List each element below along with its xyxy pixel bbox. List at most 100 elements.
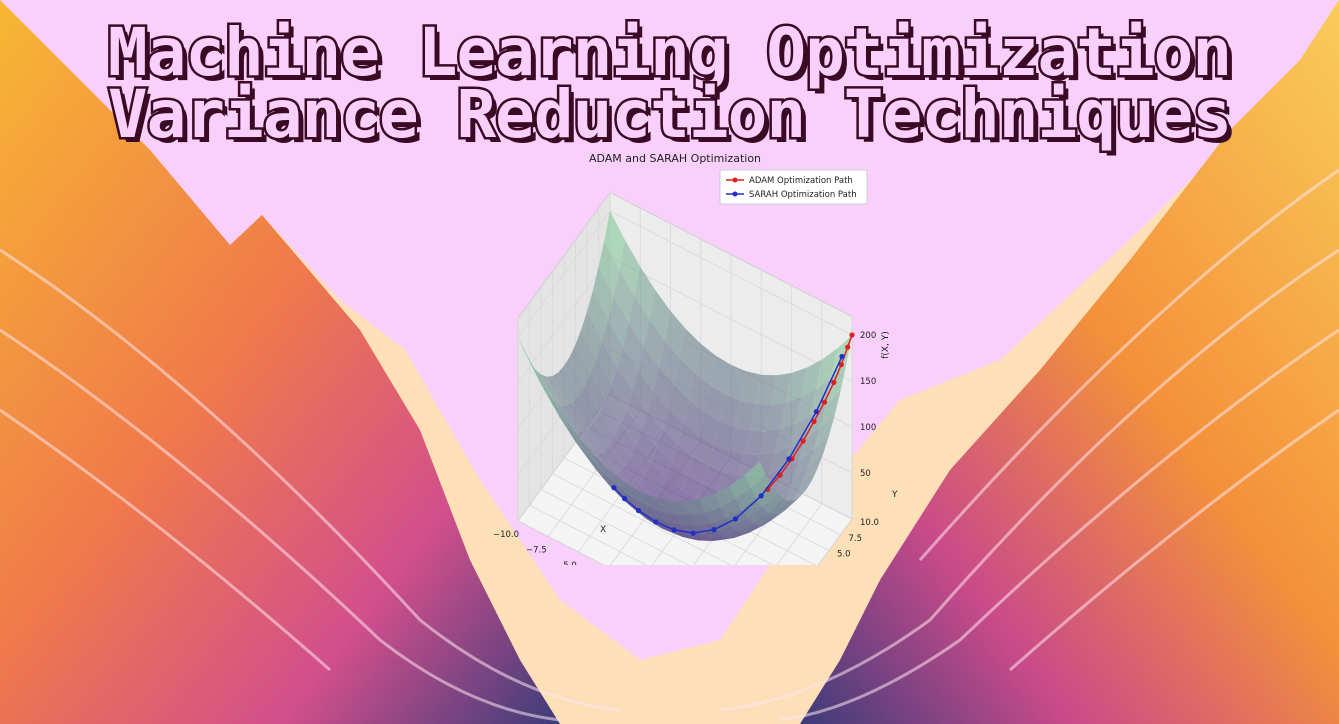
sarah-path-point xyxy=(732,516,739,522)
surface-facet xyxy=(687,456,708,484)
surface-facet xyxy=(623,481,645,505)
x-tick-label: −5.0 xyxy=(556,561,577,565)
surface-facet xyxy=(590,461,611,488)
banner-title-line-2: Variance Reduction Techniques xyxy=(105,76,1234,153)
surface-facet xyxy=(675,514,696,526)
surface-facet xyxy=(677,534,698,541)
surface-facet xyxy=(747,507,768,524)
surface-facet xyxy=(795,389,816,424)
surface-facet xyxy=(767,498,789,515)
surface-facet xyxy=(816,348,837,390)
surface-facet xyxy=(593,454,615,484)
surface-facet xyxy=(638,346,659,391)
surface-facet xyxy=(654,497,675,515)
surface-facet xyxy=(756,485,778,508)
surface-facet xyxy=(741,499,763,519)
surface-facet xyxy=(810,378,832,416)
sarah-path-point xyxy=(839,353,845,360)
sarah-path-point xyxy=(758,493,764,499)
surface-facet xyxy=(764,402,786,432)
surface-facet xyxy=(636,429,657,463)
surface-facet xyxy=(716,526,738,537)
surface-facet xyxy=(614,483,636,507)
surface-facet xyxy=(607,296,629,347)
surface-facet xyxy=(723,451,744,476)
surface-facet xyxy=(641,514,662,529)
surface-facet xyxy=(731,518,753,532)
surface-facet xyxy=(705,507,727,524)
surface-facet xyxy=(554,406,575,441)
surface-facet xyxy=(714,485,736,508)
surface-facet xyxy=(605,385,627,424)
surface-facet xyxy=(656,429,678,463)
surface-facet xyxy=(674,358,695,400)
surface-facet xyxy=(546,376,568,406)
surface-facet xyxy=(773,500,795,515)
surface-facet xyxy=(596,340,618,386)
surface-facet xyxy=(677,423,699,457)
surface-facet xyxy=(624,456,646,484)
surface-facet xyxy=(552,372,574,406)
surface-facet xyxy=(702,465,724,490)
surface-facet xyxy=(720,499,742,519)
legend-label-sarah: SARAH Optimization Path xyxy=(749,190,857,200)
sarah-path-point xyxy=(611,485,617,491)
y-tick-label: 5.0 xyxy=(837,550,851,560)
surface-facet xyxy=(579,386,600,422)
surface-facet xyxy=(660,477,682,502)
surface-facet xyxy=(774,423,796,453)
surface-facet xyxy=(643,319,665,367)
surface-facet xyxy=(744,461,766,489)
surface-facet xyxy=(662,408,684,445)
banner-title-line-1: Machine Learning Optimization xyxy=(105,14,1234,91)
surface-facet xyxy=(594,412,616,446)
surface-facet xyxy=(704,385,726,421)
x-axis-label: X xyxy=(600,525,606,535)
surface-facet xyxy=(659,511,681,526)
surface-facet xyxy=(737,523,759,534)
surface-facet xyxy=(764,510,786,525)
adam-path-point xyxy=(838,362,844,368)
surface-facet xyxy=(692,435,714,466)
surface-facet xyxy=(729,474,751,500)
surface-facet xyxy=(608,469,630,496)
surface-facet xyxy=(722,531,744,539)
surface-facet xyxy=(558,366,580,402)
surface-facet xyxy=(613,269,635,323)
z-axis-label: f(X, Y) xyxy=(881,331,891,359)
surface-facet xyxy=(602,320,623,368)
surface-facet xyxy=(813,414,835,450)
grid-line xyxy=(529,504,647,565)
surface-facet xyxy=(541,374,562,406)
tick-labels: −10.0−7.5−5.0−2.50.02.55.07.510.0−10.0−7… xyxy=(493,331,879,565)
surface-facet xyxy=(617,346,639,391)
surface-facet xyxy=(789,415,811,448)
surface-facet xyxy=(569,430,590,462)
surface-facet xyxy=(825,364,847,405)
surface-facet xyxy=(796,468,818,495)
surface-facet xyxy=(604,211,626,270)
surface-facet xyxy=(603,445,625,473)
surface-facet xyxy=(749,404,771,432)
surface-facet xyxy=(672,444,693,475)
surface-facet xyxy=(740,371,762,405)
adam-path-point xyxy=(777,472,783,478)
sarah-path-point xyxy=(690,530,696,536)
surface-facet xyxy=(656,523,678,535)
surface-facet xyxy=(615,423,636,457)
surface-facet xyxy=(683,399,705,436)
surface-facet xyxy=(708,444,729,472)
surface-facet xyxy=(563,416,585,451)
grid-line xyxy=(776,503,823,565)
chart-legend: ADAM Optimization Path SARAH Optimizatio… xyxy=(719,169,868,205)
surface-facet xyxy=(725,365,747,401)
surface-facet xyxy=(598,240,620,297)
y-tick-label: 10.0 xyxy=(860,518,879,528)
surface-facet xyxy=(611,367,633,409)
surface-facet xyxy=(653,367,675,409)
surface-facet xyxy=(743,524,765,534)
surface-facet xyxy=(659,340,680,385)
surface-facet xyxy=(639,474,661,499)
surface-facet xyxy=(728,532,750,539)
